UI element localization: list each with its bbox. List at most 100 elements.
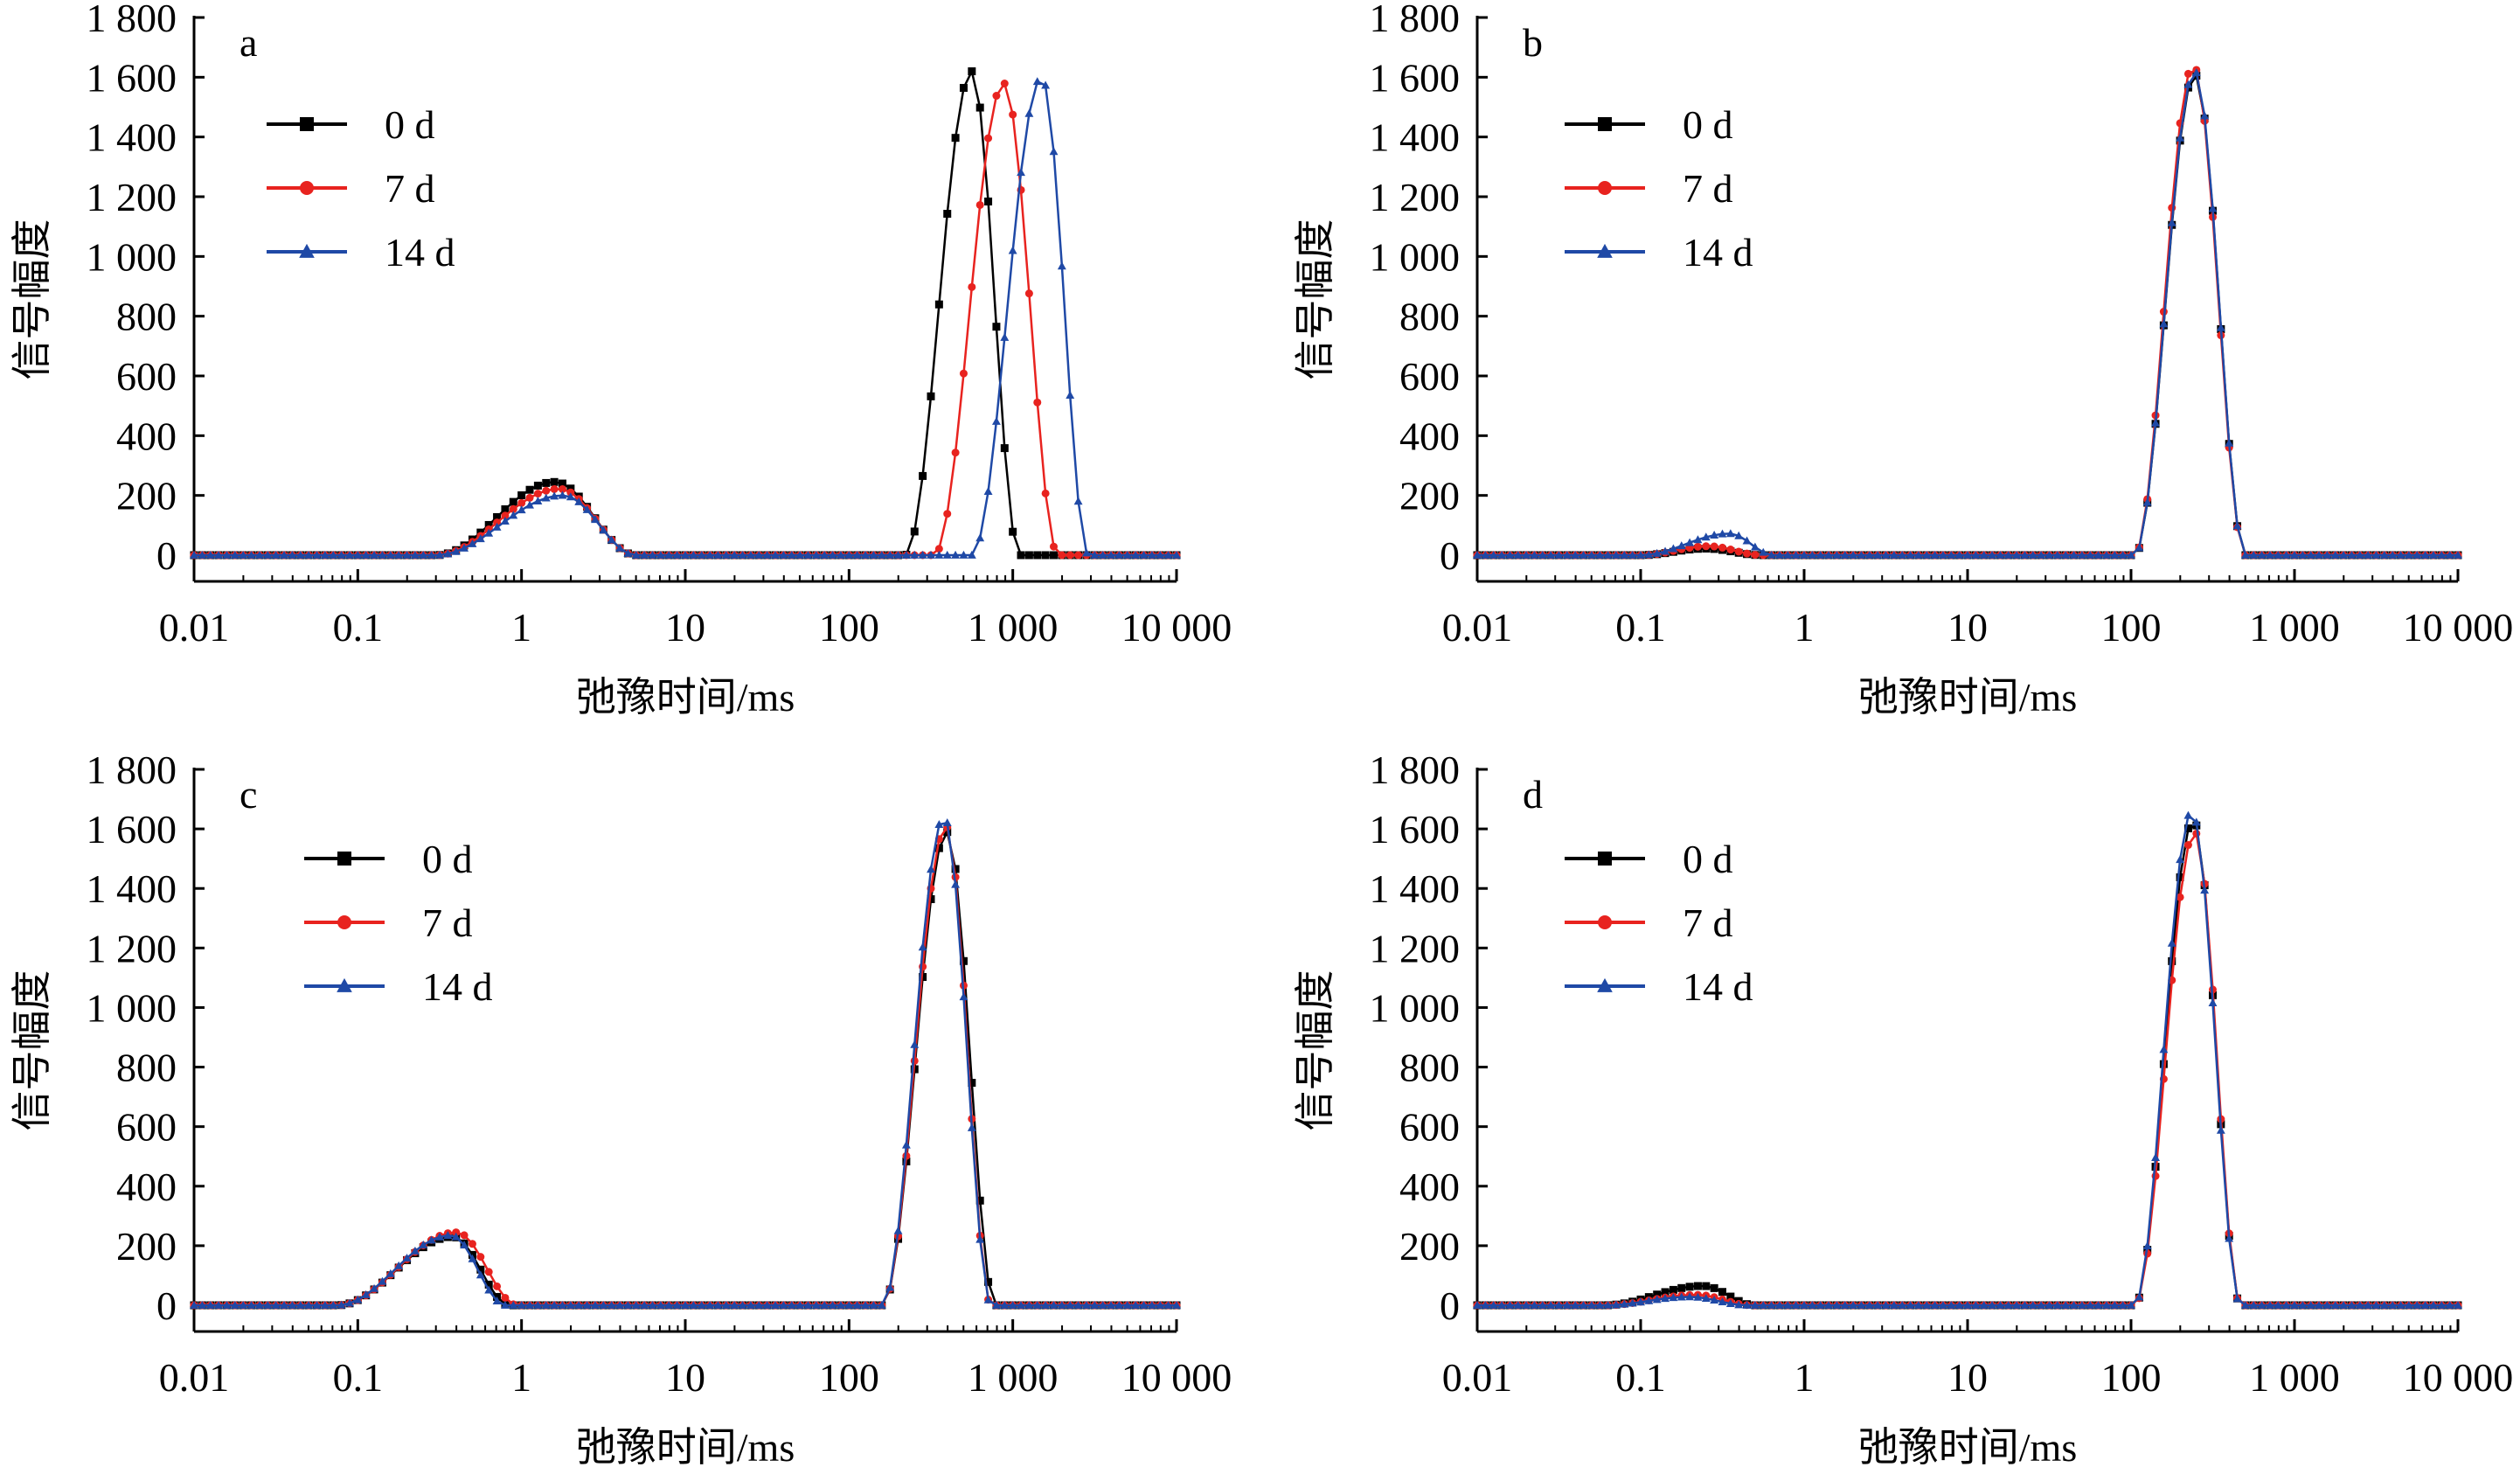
data-point-14d xyxy=(1832,550,1842,559)
data-point-0d xyxy=(1009,527,1017,536)
data-point-7d xyxy=(1050,542,1058,551)
data-point-14d xyxy=(566,492,575,501)
data-point-14d xyxy=(2306,550,2315,559)
data-point-14d xyxy=(492,1297,502,1304)
data-point-14d xyxy=(1497,550,1506,559)
data-point-14d xyxy=(271,550,281,559)
data-point-14d xyxy=(631,550,641,559)
data-point-14d xyxy=(1644,1296,1654,1304)
data-point-0d xyxy=(542,478,551,487)
data-point-14d xyxy=(1815,550,1825,559)
data-point-14d xyxy=(648,1300,657,1309)
data-point-14d xyxy=(1636,550,1645,559)
data-point-14d xyxy=(1913,1300,1923,1309)
data-point-14d xyxy=(2176,133,2185,142)
legend: 0 d 7 d 14 d xyxy=(304,837,493,1009)
data-point-14d xyxy=(1759,547,1768,556)
data-point-14d xyxy=(2437,1300,2447,1309)
data-point-14d xyxy=(1073,1300,1083,1309)
data-point-14d xyxy=(787,1300,796,1309)
data-point-7d xyxy=(943,510,952,518)
data-point-14d xyxy=(1628,1298,1637,1307)
data-point-14d xyxy=(525,1300,534,1309)
data-point-14d xyxy=(2364,1300,2373,1309)
data-point-14d xyxy=(1832,1300,1842,1309)
y-tick-label: 1 000 xyxy=(1370,234,1461,279)
data-point-14d xyxy=(2404,1300,2413,1309)
data-point-14d xyxy=(1725,529,1735,538)
data-point-14d xyxy=(2151,1152,2160,1161)
data-point-14d xyxy=(427,550,436,559)
y-tick-label: 400 xyxy=(1399,1165,1460,1209)
data-point-14d xyxy=(2183,810,2193,819)
x-tick-label: 10 000 xyxy=(1121,605,1232,650)
data-point-14d xyxy=(2159,319,2169,328)
data-point-14d xyxy=(394,1261,404,1269)
legend: 0 d 7 d 14 d xyxy=(267,102,455,275)
data-point-14d xyxy=(991,1300,1001,1309)
data-point-14d xyxy=(1603,1300,1613,1309)
data-point-14d xyxy=(337,550,346,559)
data-point-14d xyxy=(1898,1300,1907,1309)
data-point-14d xyxy=(1669,1293,1678,1302)
data-point-14d xyxy=(2249,550,2259,559)
data-point-14d xyxy=(460,1241,469,1249)
y-tick-label: 200 xyxy=(116,474,177,518)
data-point-14d xyxy=(2388,550,2398,559)
legend-marker xyxy=(337,915,351,929)
data-point-14d xyxy=(877,550,886,559)
y-tick-label: 1 200 xyxy=(87,175,177,219)
data-point-14d xyxy=(419,1240,428,1248)
x-tick-label: 10 000 xyxy=(2403,605,2514,650)
data-point-14d xyxy=(304,1300,314,1309)
data-point-14d xyxy=(927,550,935,559)
x-tick-label: 0.1 xyxy=(333,1355,384,1400)
data-point-14d xyxy=(861,1300,871,1309)
data-point-14d xyxy=(2371,1300,2381,1309)
data-point-14d xyxy=(1669,544,1678,553)
data-point-14d xyxy=(844,550,854,559)
data-point-14d xyxy=(2135,1292,2144,1301)
data-point-14d xyxy=(410,550,420,559)
data-point-7d xyxy=(1718,543,1726,552)
data-point-14d xyxy=(1881,550,1891,559)
data-point-14d xyxy=(361,550,371,559)
data-point-14d xyxy=(689,1300,698,1309)
data-point-14d xyxy=(205,550,215,559)
data-point-7d xyxy=(968,282,976,291)
data-point-7d xyxy=(1041,489,1050,497)
data-point-14d xyxy=(205,1300,215,1309)
data-point-0d xyxy=(1702,1282,1711,1290)
data-point-14d xyxy=(1163,1300,1173,1309)
data-point-0d xyxy=(927,392,935,400)
data-point-14d xyxy=(271,1300,281,1309)
data-point-14d xyxy=(2290,1300,2299,1309)
data-point-14d xyxy=(2102,1300,2111,1309)
data-point-14d xyxy=(1685,538,1695,546)
data-point-14d xyxy=(2315,1300,2323,1309)
data-point-7d xyxy=(992,92,1001,101)
data-point-14d xyxy=(1971,1300,1981,1309)
data-point-7d xyxy=(550,484,559,493)
data-point-14d xyxy=(599,525,608,534)
data-point-14d xyxy=(246,550,256,559)
data-point-14d xyxy=(664,1300,674,1309)
data-point-14d xyxy=(295,1300,305,1309)
series-line-7d xyxy=(194,824,1177,1307)
data-point-0d xyxy=(959,956,968,965)
data-point-14d xyxy=(1996,550,2005,559)
data-point-14d xyxy=(2379,550,2389,559)
data-point-14d xyxy=(2020,550,2030,559)
y-tick-label: 1 200 xyxy=(87,926,177,970)
data-point-0d xyxy=(934,844,943,852)
data-point-0d xyxy=(951,134,960,143)
data-point-14d xyxy=(1783,1300,1793,1309)
data-point-14d xyxy=(2191,68,2201,77)
data-point-14d xyxy=(1107,550,1116,559)
data-point-14d xyxy=(1489,550,1498,559)
legend-label: 14 d xyxy=(1683,964,1753,1009)
data-point-0d xyxy=(493,512,502,521)
data-point-7d xyxy=(934,545,943,553)
series-line-0d xyxy=(194,829,1177,1307)
data-point-14d xyxy=(1963,1300,1972,1309)
